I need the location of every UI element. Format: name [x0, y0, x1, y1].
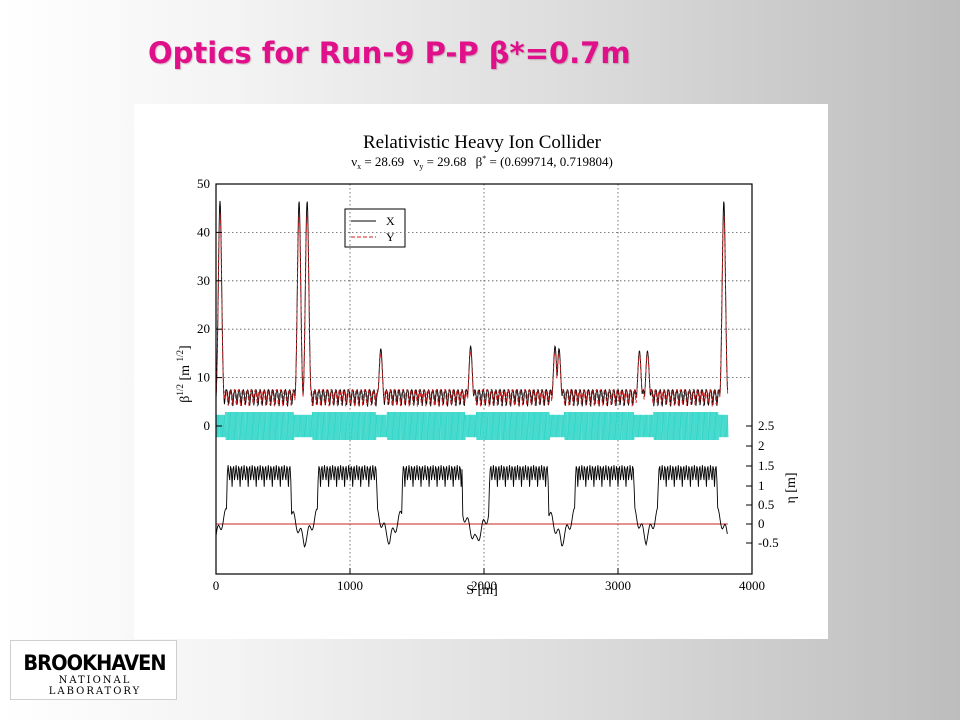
eta-tick-label: 0 — [758, 516, 765, 531]
beta-tick-label: 30 — [197, 273, 210, 288]
chart-subtitle: νx = 28.69 νy = 29.68 β* = (0.699714, 0.… — [351, 154, 613, 171]
tune-y-symbol: ν — [413, 154, 419, 169]
logo-wordmark: BROOKHAVEN — [23, 651, 166, 675]
optics-chart: Relativistic Heavy Ion Collider νx = 28.… — [175, 132, 799, 598]
legend: X Y — [344, 208, 406, 248]
beta-tick-label: 0 — [204, 418, 211, 433]
eta-tick-label: 2 — [758, 438, 765, 453]
beta-symbol: β — [178, 396, 193, 403]
beta-tick-label: 50 — [197, 176, 210, 191]
beta-star-value: = (0.699714, 0.719804) — [486, 154, 613, 169]
bnl-logo: BROOKHAVEN NATIONAL LABORATORY — [10, 640, 177, 700]
tune-y-value: = 29.68 — [423, 154, 466, 169]
beta-x-curve — [215, 200, 729, 407]
beta-unit-open: [m — [178, 361, 193, 384]
eta-curve — [215, 465, 728, 548]
dispersion-curves — [215, 411, 729, 548]
chart-title: Relativistic Heavy Ion Collider — [363, 132, 602, 153]
legend-box — [344, 208, 406, 248]
beta-star-symbol: β — [476, 154, 483, 169]
tune-x-sub: x — [357, 162, 361, 171]
eta-tick-label: 1 — [758, 478, 765, 493]
legend-label-x: X — [386, 214, 395, 228]
beta-tick-label: 40 — [197, 224, 210, 239]
plot-frame — [215, 183, 753, 575]
legend-label-y: Y — [386, 230, 395, 244]
y-axis-label-left: β1/2 [m 1/2] — [175, 345, 193, 402]
tune-x-symbol: ν — [351, 154, 357, 169]
eta-tick-label: 0.5 — [758, 497, 774, 512]
eta-tick-label: 2.5 — [758, 418, 774, 433]
eta-tick-label: 1.5 — [758, 458, 774, 473]
chart-figure: Relativistic Heavy Ion Collider νx = 28.… — [134, 104, 828, 639]
beta-y-curve — [215, 212, 729, 407]
beta-tick-label: 10 — [197, 370, 210, 385]
dispersion-band — [215, 411, 729, 441]
x-axis-label: S [m] — [466, 583, 498, 598]
x-tick-label: 1000 — [337, 578, 363, 593]
beta-unit-close: ] — [178, 345, 193, 350]
axes: 0 1000 2000 3000 4000 0 10 20 30 40 50 -0.5 0 0.5 1 1.5… — [197, 176, 779, 593]
slide-title: Optics for Run-9 P-P β*=0.7m — [148, 36, 631, 70]
grid — [216, 184, 752, 574]
tune-y-sub: y — [419, 162, 423, 171]
x-tick-label: 2000 — [471, 578, 497, 593]
beta-curves — [215, 200, 729, 407]
beta-unit-exponent: 1/2 — [175, 350, 185, 362]
beta-exponent: 1/2 — [175, 384, 185, 396]
x-tick-label: 0 — [213, 578, 220, 593]
y-axis-label-right: η [m] — [784, 472, 799, 503]
beta-tick-label: 20 — [197, 321, 210, 336]
logo-subtitle: NATIONAL LABORATORY — [48, 675, 142, 697]
eta-tick-label: -0.5 — [758, 535, 779, 550]
x-tick-label: 3000 — [605, 578, 631, 593]
beta-star-sup: * — [482, 154, 486, 163]
x-tick-label: 4000 — [739, 578, 765, 593]
tune-x-value: = 28.69 — [361, 154, 404, 169]
